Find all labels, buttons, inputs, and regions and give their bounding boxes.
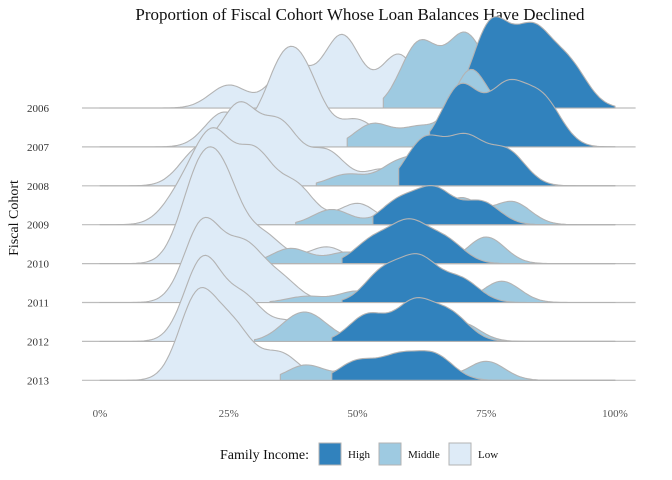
y-tick-label-2006: 2006 <box>27 103 50 115</box>
y-tick-labels: 2006 2007 2008 2009 2010 2011 2012 2013 <box>27 103 50 387</box>
y-axis-title: Fiscal Cohort <box>7 180 22 256</box>
ridge-high-2010 <box>341 218 616 265</box>
ridge-high-2008 <box>398 132 616 187</box>
legend-label-high: High <box>348 449 371 461</box>
ridge-high-2007 <box>429 78 616 148</box>
y-tick-label-2011: 2011 <box>27 298 49 310</box>
y-tick-label-2012: 2012 <box>27 336 49 348</box>
chart-title: Proportion of Fiscal Cohort Whose Loan B… <box>135 5 585 24</box>
ridge-high-2009 <box>372 185 616 226</box>
x-tick-label-3: 75% <box>476 408 496 420</box>
ridges-layer <box>81 16 636 381</box>
y-tick-label-2010: 2010 <box>27 259 50 271</box>
x-tick-label-1: 25% <box>219 408 239 420</box>
ridge-group-2013 <box>81 286 636 381</box>
y-tick-label-2008: 2008 <box>27 181 50 193</box>
x-tick-label-4: 100% <box>602 408 628 420</box>
legend-swatch-low <box>448 442 472 466</box>
legend-title: Family Income: <box>220 448 309 463</box>
x-tick-label-2: 50% <box>347 408 367 420</box>
legend: Family Income: High Middle Low <box>220 442 498 466</box>
legend-swatch-middle <box>378 442 402 466</box>
x-tick-label-0: 0% <box>93 408 108 420</box>
ridge-high-2012 <box>331 297 616 342</box>
legend-label-low: Low <box>478 449 498 461</box>
legend-label-middle: Middle <box>408 449 440 461</box>
legend-swatch-high <box>318 442 342 466</box>
y-tick-label-2007: 2007 <box>27 142 50 154</box>
y-tick-label-2009: 2009 <box>27 220 50 232</box>
y-tick-label-2013: 2013 <box>27 375 50 387</box>
x-tick-labels: 0% 25% 50% 75% 100% <box>93 408 628 420</box>
ridge-high-2006 <box>449 16 616 109</box>
ridge-group-2006 <box>81 16 636 109</box>
ridge-high-2011 <box>341 253 616 304</box>
ridge-high-2013 <box>331 350 616 381</box>
